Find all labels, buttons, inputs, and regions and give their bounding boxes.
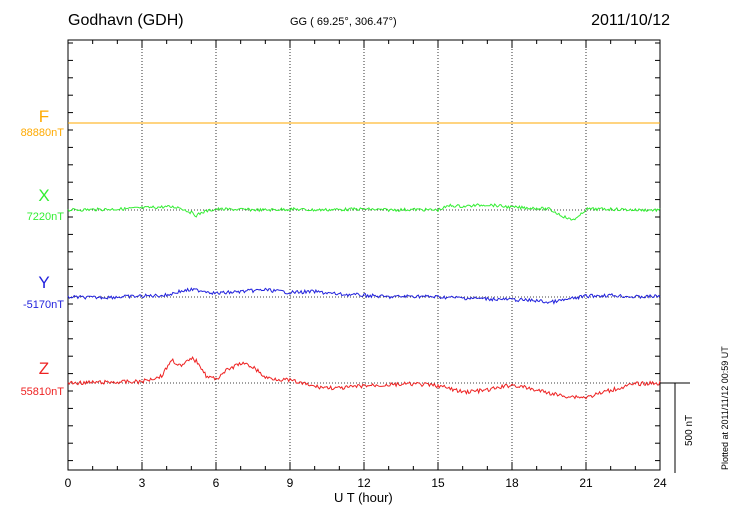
x-tick-label: 12: [357, 476, 371, 490]
series-baseline-value-z: 55810nT: [20, 386, 64, 398]
plotted-timestamp: Plotted at 2011/11/12 00:59 UT: [720, 346, 730, 470]
series-line-z: [67, 355, 661, 400]
x-tick-label: 15: [431, 476, 445, 490]
x-axis-label: U T (hour): [334, 490, 393, 505]
x-tick-label: 3: [138, 476, 146, 490]
series-line-x: [67, 203, 661, 221]
series-name-x: X: [38, 186, 50, 205]
series-line-y: [67, 287, 661, 305]
series-baseline-value-y: -5170nT: [23, 299, 64, 311]
series-name-z: Z: [38, 359, 50, 378]
x-tick-label: 0: [64, 476, 72, 490]
station-title: Godhavn (GDH): [68, 12, 184, 29]
chart-date: 2011/10/12: [591, 12, 670, 29]
series-name-y: Y: [38, 273, 50, 292]
series-name-f: F: [38, 107, 50, 126]
station-coordinates: GG ( 69.25°, 306.47°): [290, 16, 397, 28]
x-tick-label: 18: [505, 476, 519, 490]
x-tick-label: 24: [653, 476, 667, 490]
series-baseline-value-f: 88880nT: [20, 127, 64, 139]
scale-bar-label: 500 nT: [684, 414, 695, 446]
series-baseline-value-x: 7220nT: [26, 211, 64, 223]
x-tick-label: 9: [286, 476, 294, 490]
plot-frame: [67, 39, 661, 471]
x-tick-label: 21: [579, 476, 593, 490]
x-tick-label: 6: [212, 476, 220, 490]
